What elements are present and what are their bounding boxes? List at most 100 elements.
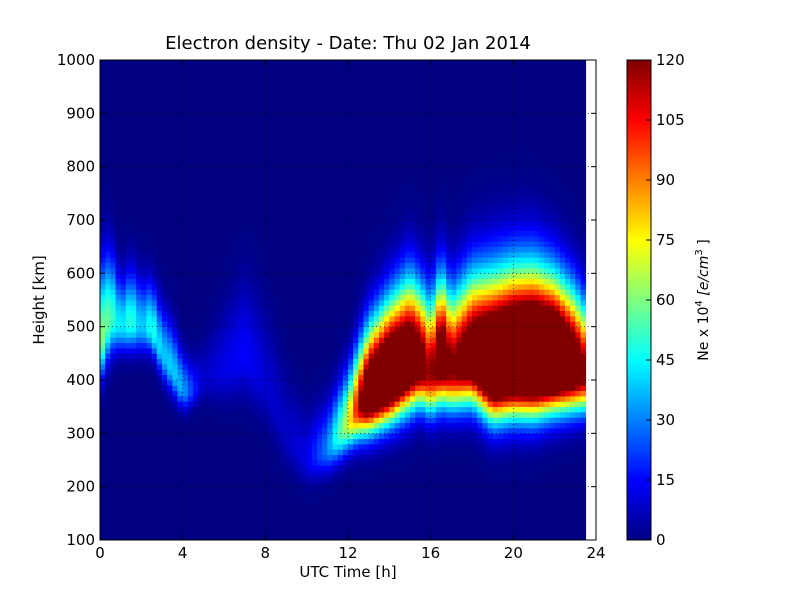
heatmap-cell bbox=[100, 257, 106, 264]
heatmap-cell bbox=[280, 81, 287, 88]
heatmap-cell bbox=[218, 257, 225, 264]
heatmap-cell bbox=[156, 524, 163, 530]
heatmap-cell bbox=[358, 534, 364, 541]
heatmap-cell bbox=[203, 444, 209, 450]
heatmap-cell bbox=[131, 60, 137, 66]
heatmap-cell bbox=[296, 65, 302, 72]
heatmap-cell bbox=[208, 193, 215, 200]
heatmap-cell bbox=[120, 449, 127, 456]
heatmap-cell bbox=[311, 289, 318, 296]
heatmap-cell bbox=[280, 166, 287, 173]
heatmap-cell bbox=[141, 476, 147, 482]
heatmap-cell bbox=[208, 470, 215, 477]
heatmap-cell bbox=[187, 81, 194, 88]
heatmap-cell bbox=[115, 230, 122, 237]
heatmap-cell bbox=[384, 524, 390, 530]
heatmap-cell bbox=[110, 385, 116, 392]
heatmap-cell bbox=[131, 534, 137, 541]
heatmap-cell bbox=[131, 113, 137, 120]
heatmap-cell bbox=[198, 161, 204, 168]
heatmap-cell bbox=[151, 257, 158, 264]
heatmap-cell bbox=[291, 438, 297, 445]
heatmap-cell bbox=[100, 454, 106, 461]
heatmap-cell bbox=[249, 310, 256, 317]
heatmap-cell bbox=[136, 166, 142, 173]
heatmap-cell bbox=[301, 316, 308, 322]
heatmap-cell bbox=[280, 284, 287, 290]
heatmap-cell bbox=[120, 374, 127, 381]
heatmap-cell bbox=[100, 385, 106, 392]
heatmap-cell bbox=[249, 449, 256, 456]
heatmap-cell bbox=[244, 182, 251, 189]
heatmap-cell bbox=[234, 508, 240, 514]
heatmap-cell bbox=[244, 166, 251, 173]
heatmap-cell bbox=[115, 369, 122, 376]
heatmap-cell bbox=[218, 460, 225, 466]
heatmap-cell bbox=[146, 156, 153, 162]
heatmap-cell bbox=[265, 513, 271, 520]
heatmap-cell bbox=[332, 134, 339, 141]
heatmap-cell bbox=[260, 92, 266, 98]
heatmap-cell bbox=[249, 342, 256, 349]
heatmap-cell bbox=[156, 300, 163, 306]
heatmap-cell bbox=[348, 481, 354, 488]
heatmap-cell bbox=[229, 86, 235, 93]
heatmap-cell bbox=[363, 294, 370, 301]
heatmap-cell bbox=[110, 422, 116, 429]
heatmap-cell bbox=[203, 316, 209, 322]
heatmap-cell bbox=[131, 225, 137, 232]
heatmap-cell bbox=[255, 321, 261, 328]
heatmap-cell bbox=[379, 460, 385, 466]
heatmap-cell bbox=[368, 97, 375, 104]
heatmap-cell bbox=[291, 140, 297, 146]
heatmap-cell bbox=[327, 422, 333, 429]
heatmap-cell bbox=[115, 300, 122, 306]
heatmap-cell bbox=[239, 390, 246, 397]
heatmap-cell bbox=[213, 92, 220, 98]
heatmap-cell bbox=[218, 326, 225, 333]
heatmap-cell bbox=[208, 390, 215, 397]
heatmap-cell bbox=[332, 534, 339, 541]
heatmap-cell bbox=[198, 118, 204, 125]
heatmap-cell bbox=[353, 209, 359, 216]
heatmap-cell bbox=[348, 497, 354, 504]
heatmap-cell bbox=[172, 326, 178, 333]
heatmap-cell bbox=[198, 444, 204, 450]
heatmap-cell bbox=[291, 70, 297, 77]
heatmap-cell bbox=[353, 118, 359, 125]
heatmap-cell bbox=[110, 76, 116, 82]
heatmap-cell bbox=[162, 92, 168, 98]
heatmap-cell bbox=[110, 230, 116, 237]
heatmap-cell bbox=[327, 460, 333, 466]
heatmap-cell bbox=[275, 70, 282, 77]
heatmap-cell bbox=[187, 374, 194, 381]
heatmap-cell bbox=[348, 257, 354, 264]
heatmap-cell bbox=[156, 417, 163, 424]
heatmap-cell bbox=[208, 60, 215, 66]
heatmap-cell bbox=[311, 246, 318, 253]
heatmap-cell bbox=[348, 449, 354, 456]
heatmap-cell bbox=[244, 124, 251, 130]
heatmap-cell bbox=[363, 241, 370, 248]
heatmap-cell bbox=[379, 486, 385, 493]
heatmap-cell bbox=[187, 289, 194, 296]
heatmap-cell bbox=[249, 422, 256, 429]
heatmap-cell bbox=[105, 406, 111, 413]
heatmap-cell bbox=[301, 278, 308, 285]
heatmap-cell bbox=[213, 300, 220, 306]
heatmap-cell bbox=[141, 230, 147, 237]
heatmap-cell bbox=[177, 518, 184, 525]
heatmap-cell bbox=[317, 220, 323, 226]
heatmap-cell bbox=[275, 449, 282, 456]
heatmap-cell bbox=[280, 428, 287, 434]
heatmap-cell bbox=[327, 113, 333, 120]
heatmap-cell bbox=[311, 401, 318, 408]
heatmap-cell bbox=[115, 86, 122, 93]
heatmap-cell bbox=[306, 449, 313, 456]
heatmap-cell bbox=[224, 310, 230, 317]
heatmap-cell bbox=[291, 364, 297, 370]
heatmap-cell bbox=[327, 150, 333, 157]
heatmap-cell bbox=[317, 65, 323, 72]
heatmap-cell bbox=[291, 412, 297, 418]
heatmap-cell bbox=[151, 396, 158, 402]
